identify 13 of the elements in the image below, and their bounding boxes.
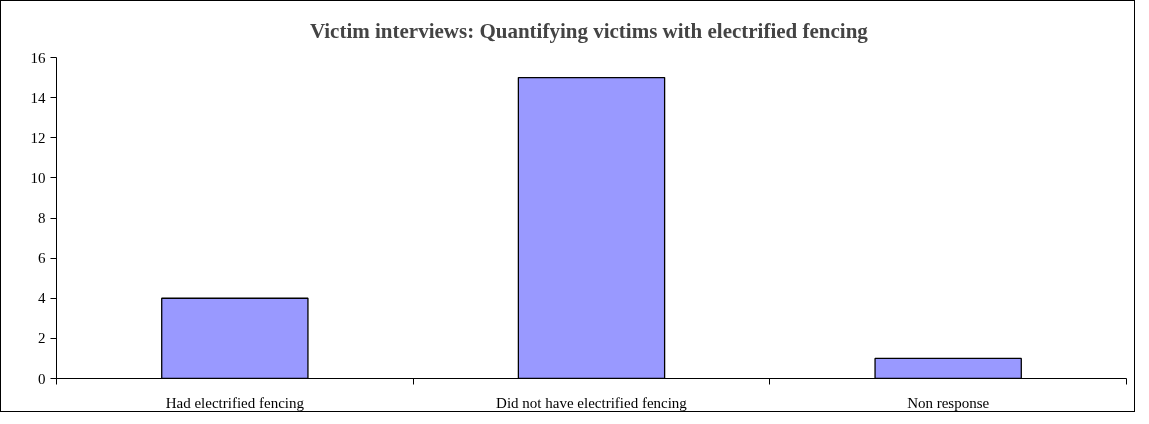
- y-tick-label: 6: [38, 250, 46, 267]
- y-tick-label: 10: [30, 169, 46, 186]
- y-tick-label: 0: [38, 370, 46, 387]
- y-tick-label: 8: [38, 210, 46, 226]
- chart-title: Victim interviews: Quantifying victims with electrified fencing: [309, 18, 869, 43]
- x-tick-label: Non response: [907, 394, 990, 411]
- x-tick-label: Had electrified fencing: [165, 394, 305, 411]
- y-tick-label: 4: [38, 290, 46, 307]
- y-tick-label: 12: [30, 129, 46, 146]
- y-tick-label: 14: [30, 89, 46, 106]
- x-tick-label: Did not have electrified fencing: [496, 394, 688, 411]
- y-tick-label: 2: [38, 330, 46, 347]
- y-tick-label: 16: [30, 49, 46, 66]
